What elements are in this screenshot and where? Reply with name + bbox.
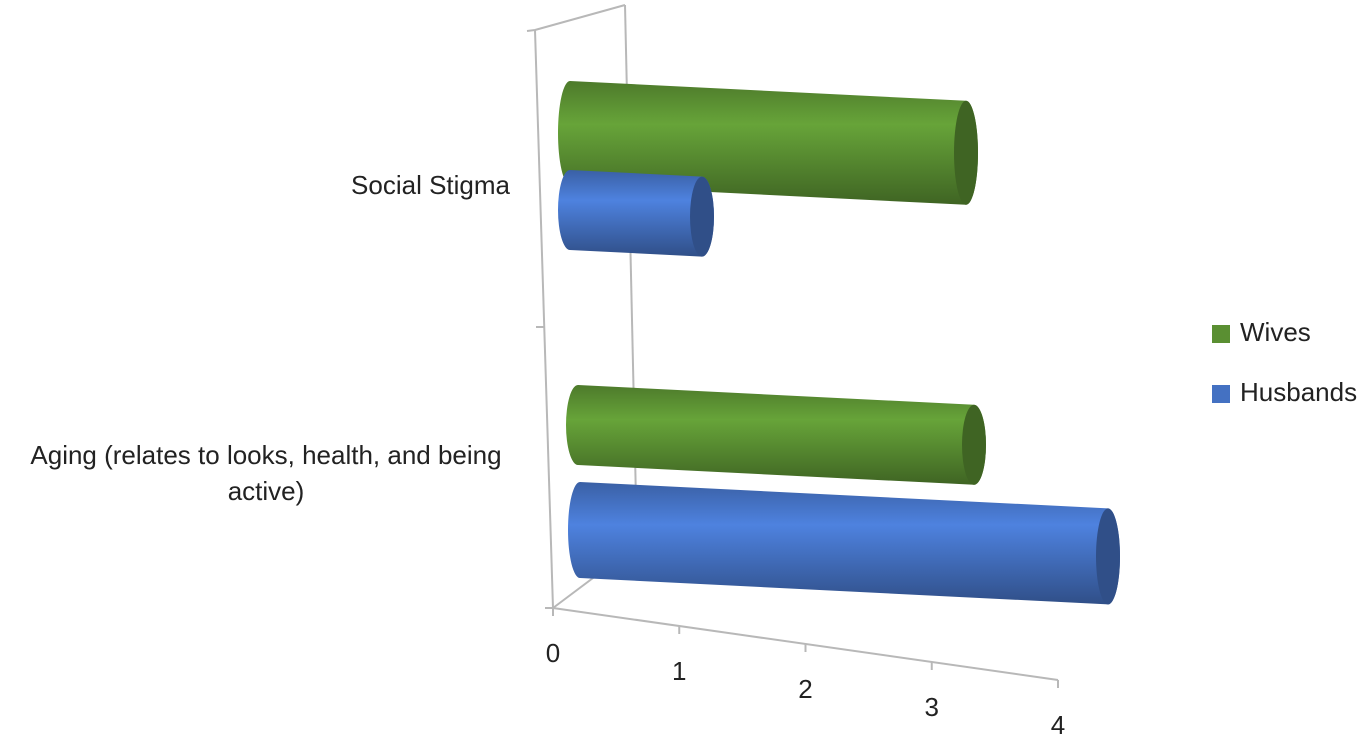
x-tick-label: 4 <box>1051 710 1065 740</box>
bar <box>566 385 987 485</box>
bar-cap <box>962 404 986 485</box>
bar-cap <box>1096 508 1120 605</box>
bar-body <box>568 482 1120 605</box>
bar <box>558 170 714 257</box>
legend-swatch <box>1212 325 1230 343</box>
legend-label: Wives <box>1240 317 1311 347</box>
x-tick-label: 1 <box>672 656 686 686</box>
bar-body <box>558 170 714 257</box>
legend-swatch <box>1212 385 1230 403</box>
bar <box>558 81 978 205</box>
x-tick-label: 3 <box>925 692 939 722</box>
category-label: Aging (relates to looks, health, and bei… <box>30 440 502 506</box>
x-tick-label: 0 <box>546 638 560 668</box>
x-tick-label: 2 <box>798 674 812 704</box>
bar <box>568 482 1120 605</box>
bar-cap <box>954 100 978 205</box>
bar-body <box>566 385 987 485</box>
bar-cap <box>690 176 714 257</box>
legend-label: Husbands <box>1240 377 1357 407</box>
bar-body <box>558 81 978 205</box>
category-label: Social Stigma <box>351 170 510 200</box>
